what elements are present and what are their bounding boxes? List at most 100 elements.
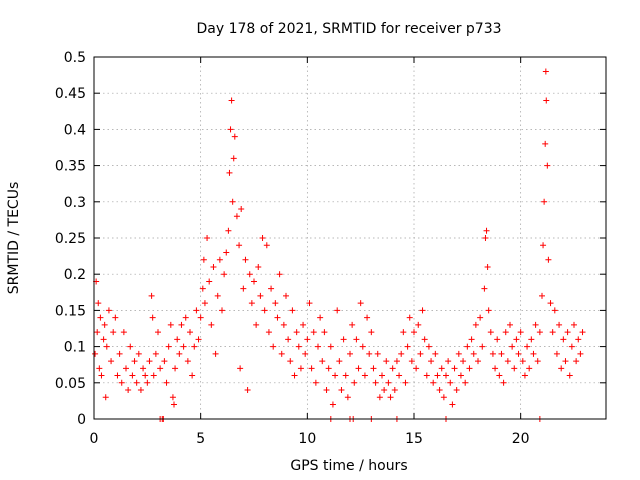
data-point [289,307,296,314]
data-point [355,365,362,372]
data-point [92,350,99,357]
data-point [400,329,407,336]
data-point [517,329,524,336]
data-point [556,321,563,328]
data-point [165,343,172,350]
data-point [304,336,311,343]
data-point [423,372,430,379]
y-tick-label: 0.1 [64,340,86,356]
data-point [101,321,108,328]
data-point [236,242,243,249]
data-point [306,300,313,307]
data-point [425,343,432,350]
data-point [521,372,528,379]
data-point [553,350,560,357]
data-point [457,372,464,379]
data-point [530,350,537,357]
data-point [389,365,396,372]
data-point [532,321,539,328]
data-point [564,329,571,336]
data-point [155,329,161,336]
data-point [402,379,409,386]
data-point [193,307,200,314]
data-point [579,329,586,336]
data-point [125,387,132,394]
data-point [96,365,103,372]
data-point [98,372,105,379]
data-point [406,314,413,321]
data-point [312,379,319,386]
data-point [468,336,475,343]
data-point [432,350,439,357]
y-tick-label: 0.05 [55,376,86,392]
data-point [519,358,526,365]
data-point [573,358,580,365]
data-point [385,379,392,386]
data-point [171,401,177,408]
data-point [391,387,398,394]
data-point [428,358,435,365]
data-point [237,365,244,372]
y-tick-label: 0.4 [64,122,86,138]
data-point [319,358,326,365]
data-point [169,394,176,401]
data-point [511,365,518,372]
data-point [464,343,471,350]
data-point [487,329,494,336]
data-point [325,365,332,372]
data-point [370,365,377,372]
data-point [534,358,541,365]
data-point [263,242,270,249]
y-tick-label: 0.3 [64,195,86,211]
data-point [445,358,452,365]
data-point [466,365,473,372]
data-point [261,307,268,314]
data-point [483,227,490,234]
data-point [453,387,460,394]
data-point [137,387,144,394]
data-point [274,314,281,321]
data-point [302,350,309,357]
data-point [219,307,225,314]
data-point [293,329,300,336]
data-point [182,314,189,321]
data-point [541,198,548,205]
axis-ticks: 0 0.05 0.1 0.15 0.2 0.25 0.3 0.35 0.4 0.45 0.5 0 5 10… [55,50,606,447]
data-point [421,336,428,343]
data-point [300,321,307,328]
data-point [140,365,147,372]
data-point [135,350,142,357]
data-point [507,321,513,328]
data-point [315,343,321,350]
data-point [231,133,238,140]
data-point [327,343,334,350]
data-point [368,329,375,336]
data-point [381,387,388,394]
y-tick-label: 0 [77,412,86,428]
data-point [291,372,298,379]
data-point [295,343,302,350]
data-point [544,162,551,169]
data-point [317,314,324,321]
data-point [240,285,247,292]
data-point [413,365,420,372]
data-point [216,256,223,263]
data-point [251,278,257,285]
data-point [283,292,289,299]
x-tick-label: 0 [90,431,99,447]
data-point [379,372,385,379]
data-point [127,343,134,350]
data-point [321,329,328,336]
data-point [114,372,121,379]
data-point [210,263,217,270]
data-point [276,271,283,278]
data-point [383,358,390,365]
data-point [502,329,509,336]
data-point [415,321,422,328]
data-point [187,329,193,336]
y-tick-label: 0.5 [64,50,86,66]
data-point [323,387,330,394]
data-point [228,97,235,104]
data-point [184,358,191,365]
data-point [393,358,400,365]
